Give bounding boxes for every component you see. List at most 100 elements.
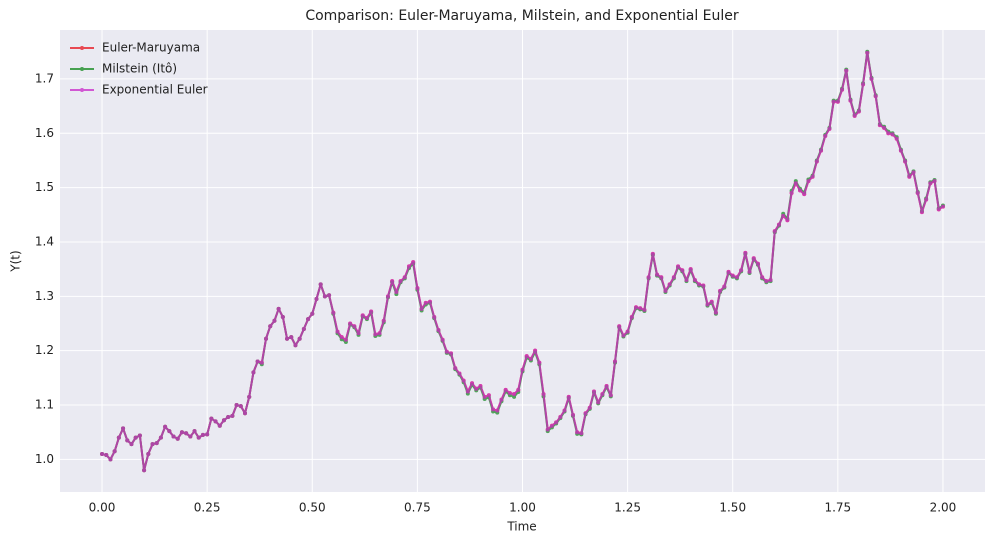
point	[688, 267, 693, 272]
point	[776, 222, 781, 227]
point	[844, 68, 849, 73]
point	[428, 299, 432, 304]
point	[852, 113, 857, 118]
point	[701, 283, 706, 288]
point	[285, 336, 290, 341]
point	[268, 324, 273, 329]
legend-item	[70, 46, 94, 50]
point	[402, 275, 407, 280]
point	[364, 316, 369, 321]
point	[297, 336, 302, 341]
legend-label: Milstein (Itô)	[102, 62, 177, 76]
point	[339, 335, 344, 340]
point	[453, 366, 458, 371]
point	[419, 306, 424, 311]
y-tick-label: 1.6	[35, 126, 54, 140]
point	[583, 411, 588, 416]
point	[646, 275, 651, 280]
point	[381, 318, 386, 323]
point	[108, 457, 113, 462]
point	[137, 433, 142, 438]
point	[566, 394, 571, 399]
point	[558, 414, 563, 419]
point	[638, 306, 643, 311]
point	[528, 356, 533, 361]
point	[802, 192, 807, 197]
point	[772, 229, 777, 234]
point	[150, 442, 155, 447]
point	[318, 282, 323, 287]
point	[125, 438, 130, 443]
point	[226, 414, 231, 419]
point	[348, 321, 353, 326]
point	[205, 432, 210, 437]
point	[608, 393, 613, 398]
point	[924, 197, 929, 202]
point	[600, 392, 605, 397]
point	[789, 191, 794, 196]
point	[575, 430, 580, 435]
point	[259, 360, 264, 365]
point	[692, 278, 697, 283]
point	[911, 170, 916, 175]
point	[243, 411, 247, 416]
point	[642, 307, 647, 312]
point	[541, 392, 546, 397]
point	[516, 387, 521, 392]
point	[747, 269, 752, 274]
point	[221, 418, 226, 423]
point	[835, 99, 840, 104]
point	[217, 423, 222, 428]
point	[142, 468, 147, 473]
point	[146, 451, 151, 456]
point	[390, 279, 395, 284]
point	[276, 306, 281, 311]
point	[314, 297, 319, 302]
point	[755, 261, 760, 266]
x-tick-label: 0.25	[194, 501, 221, 515]
point	[385, 294, 390, 299]
point	[520, 367, 525, 372]
legend-label: Euler-Maruyama	[102, 41, 200, 55]
point	[617, 324, 622, 329]
point	[814, 159, 819, 164]
point	[512, 392, 517, 397]
x-tick-label: 0.75	[404, 501, 431, 515]
point	[819, 148, 824, 153]
point	[335, 329, 340, 334]
point	[848, 98, 853, 103]
point	[100, 451, 105, 456]
x-axis-label: Time	[506, 520, 536, 534]
point	[562, 408, 567, 413]
point	[432, 314, 437, 319]
y-tick-label: 1.1	[35, 398, 54, 412]
point	[251, 370, 256, 375]
point	[352, 324, 357, 329]
y-tick-label: 1.2	[35, 343, 54, 357]
point	[234, 403, 239, 408]
point	[449, 351, 454, 356]
point	[751, 256, 756, 261]
point	[104, 453, 109, 458]
point	[280, 314, 285, 319]
y-axis-label: Y(t)	[9, 250, 23, 272]
point	[739, 268, 744, 273]
point	[482, 394, 487, 399]
point	[470, 381, 475, 386]
point	[545, 427, 550, 432]
point	[293, 343, 298, 348]
point	[200, 432, 205, 437]
point	[331, 310, 336, 315]
point	[310, 311, 315, 316]
point	[894, 136, 899, 141]
point	[444, 349, 449, 354]
point	[230, 413, 235, 418]
point	[709, 299, 714, 304]
point	[394, 289, 399, 294]
point	[360, 313, 365, 318]
point	[524, 354, 529, 359]
point	[255, 359, 260, 364]
point	[579, 431, 584, 436]
point	[663, 288, 668, 293]
